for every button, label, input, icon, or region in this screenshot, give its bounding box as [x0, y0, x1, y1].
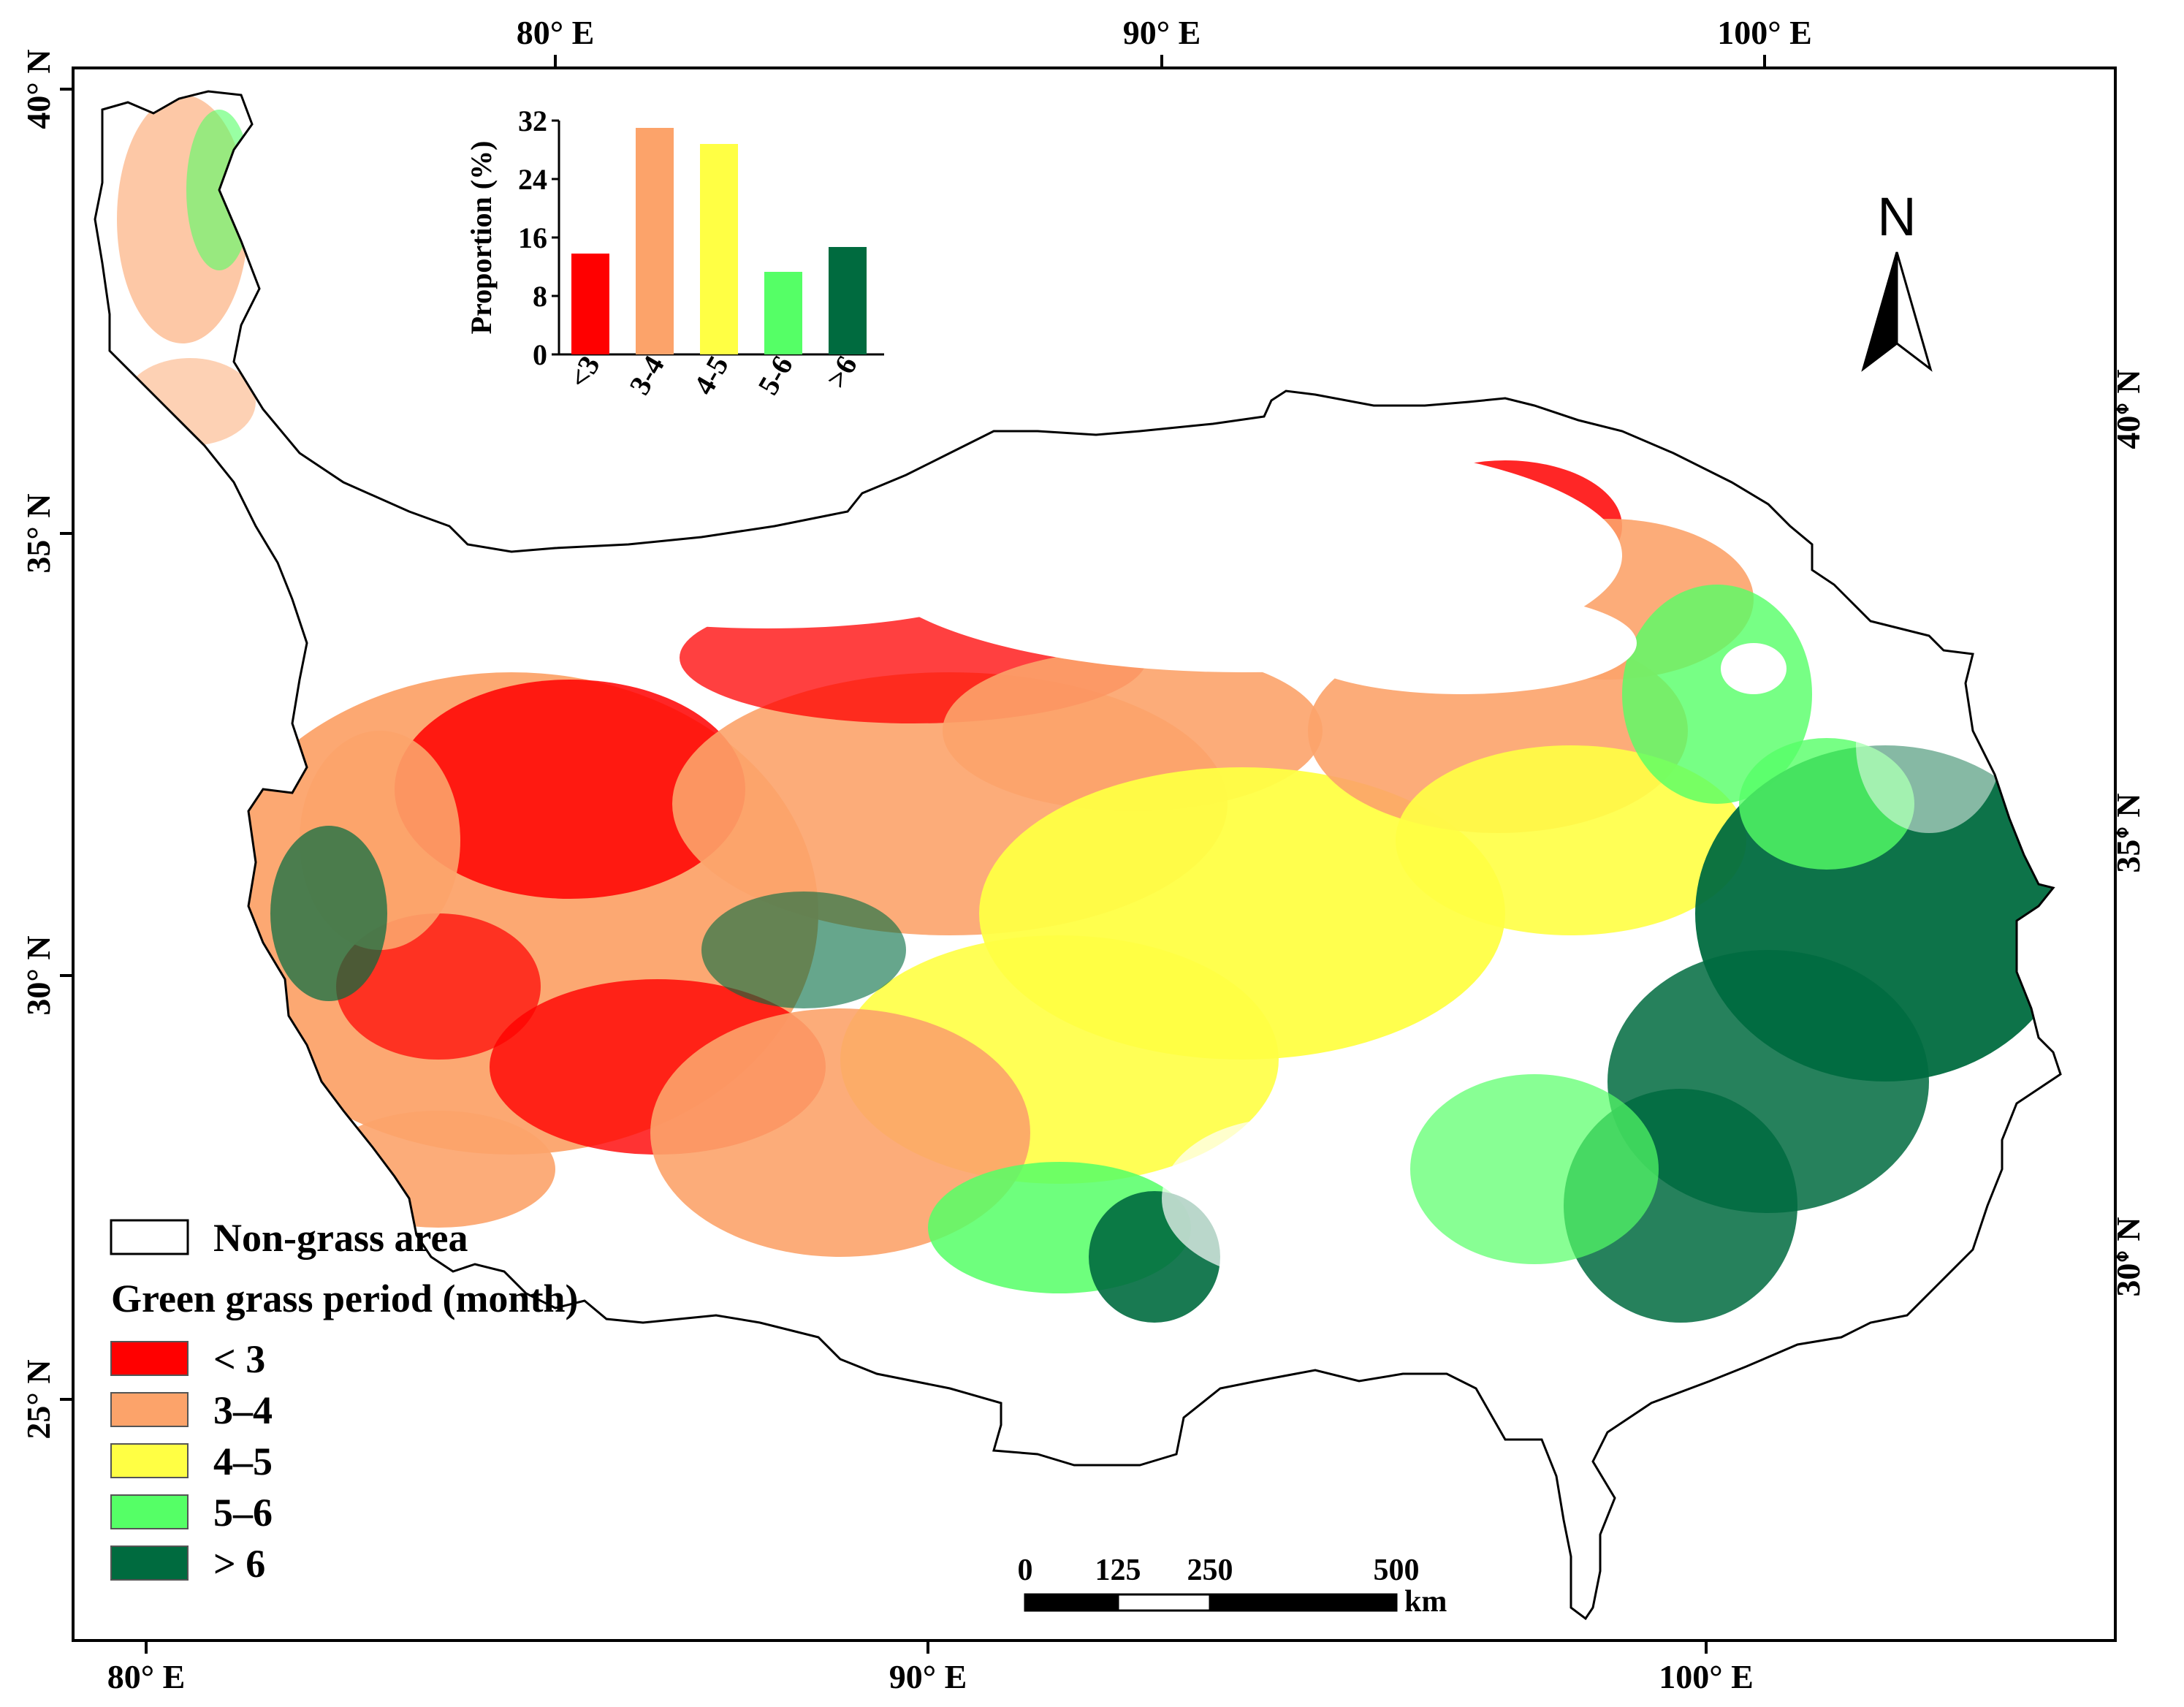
inset-bar-1 [636, 128, 674, 354]
legend-item-label-1: 3–4 [213, 1388, 273, 1432]
inset-y-tick-label-4: 32 [518, 104, 547, 137]
inset-bar-4 [829, 247, 867, 354]
plateau-boundary [94, 90, 2062, 1621]
map-frame [72, 66, 2117, 1642]
inset-x-tick-label-2: 4-5 [687, 350, 735, 400]
north-arrow-left-half [1861, 251, 1898, 372]
scale-segment-1 [1024, 1593, 1119, 1612]
inset-bars [571, 128, 867, 354]
lat-label-left-35: 35° N [20, 493, 57, 573]
lon-label-bottom-90: 90° E [889, 1658, 967, 1695]
inset-y-tick-label-0: 0 [533, 338, 547, 371]
map-legend: Non-grass area Green grass period (month… [110, 1216, 578, 1586]
legend-swatch-4 [110, 1546, 189, 1581]
lon-label-bottom-100: 100° E [1659, 1658, 1754, 1695]
legend-non-grass-label: Non-grass area [213, 1216, 468, 1260]
legend-item-label-0: < 3 [213, 1337, 265, 1381]
frame-ticks [60, 55, 2128, 1654]
lat-label-left-40: 40° N [20, 49, 57, 129]
inset-x-tick-label-4: >6 [819, 350, 863, 394]
inset-x-ticks: <3 3-4 4-5 5-6 >6 [562, 350, 863, 400]
lon-label-top-90: 90° E [1123, 14, 1201, 51]
lon-label-top-80: 80° E [517, 14, 595, 51]
lon-label-top-100: 100° E [1717, 14, 1812, 51]
inset-y-tick-label-1: 8 [533, 280, 547, 313]
legend-swatch-3 [110, 1494, 189, 1529]
scale-label-0: 0 [1018, 1554, 1033, 1587]
scale-segment-3 [1209, 1593, 1398, 1612]
lat-label-left-30: 30° N [20, 935, 57, 1015]
scale-label-250: 250 [1187, 1554, 1233, 1587]
inset-bar-0 [571, 254, 609, 354]
scale-segment-2 [1116, 1593, 1211, 1612]
legend-swatch-2 [110, 1443, 189, 1478]
legend-swatch-0 [110, 1341, 189, 1376]
lat-label-right-40: 40° N [2109, 369, 2147, 449]
lat-label-right-35: 35° N [2109, 793, 2147, 872]
scale-label-125: 125 [1095, 1554, 1141, 1587]
inset-y-tick-label-3: 24 [518, 163, 547, 196]
north-arrow-right-half [1895, 251, 1933, 372]
inset-y-axis-title: Proportion (%) [465, 141, 498, 335]
legend-swatch-non-grass [110, 1219, 189, 1255]
scale-label-500: 500 [1374, 1554, 1420, 1587]
scale-unit: km [1404, 1585, 1447, 1619]
inset-y-ticks: 0 8 16 24 32 [518, 104, 559, 371]
legend-title: Green grass period (month) [111, 1277, 578, 1320]
lat-label-left-25: 25° N [20, 1359, 57, 1439]
legend-item-label-3: 5–6 [213, 1491, 273, 1535]
lon-label-bottom-80: 80° E [107, 1658, 186, 1695]
inset-x-tick-label-1: 3-4 [623, 350, 671, 400]
inset-x-tick-label-3: 5-6 [751, 350, 799, 400]
legend-item-label-4: > 6 [213, 1542, 265, 1586]
inset-y-tick-label-2: 16 [518, 221, 547, 254]
scale-bar: 0 125 250 500 km [1018, 1554, 1447, 1619]
legend-item-label-2: 4–5 [213, 1440, 273, 1483]
north-arrow: N [1861, 186, 1933, 372]
inset-bar-2 [700, 144, 738, 354]
inset-bar-3 [764, 272, 802, 354]
inset-x-tick-label-0: <3 [562, 350, 606, 394]
north-label: N [1877, 186, 1916, 247]
lat-label-right-30: 30° N [2109, 1217, 2147, 1296]
legend-swatch-1 [110, 1392, 189, 1427]
inset-bar-chart: Proportion (%) 0 8 16 24 32 <3 3-4 4-5 5-6 >6 [465, 104, 884, 400]
